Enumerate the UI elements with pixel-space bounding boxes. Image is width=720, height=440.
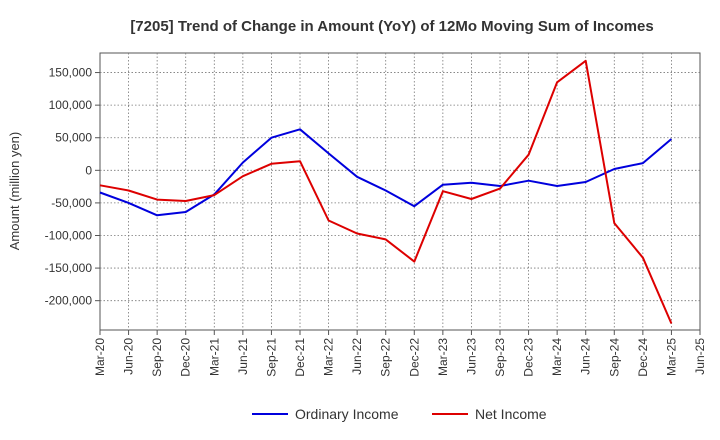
series-line [99,128,673,217]
y-axis-ticks: 150,000 100,000 50,000 0 -50,000 -100,000 -150… [45,66,100,308]
x-tick-label: Dec-24 [636,338,650,377]
y-tick-label: -200,000 [45,294,93,308]
x-tick-label: Sep-22 [379,338,393,377]
x-tick-label: Mar-20 [93,338,107,376]
x-tick-label: Mar-23 [436,338,450,376]
x-tick-label: Jun-23 [464,338,478,375]
x-axis-ticks: Mar-20 Jun-20 Sep-20 Dec-20 Mar-21 Jun-21 Sep-… [93,330,707,377]
legend-label: Net Income [475,406,547,422]
x-tick-label: Sep-21 [264,338,278,377]
x-tick-label: Sep-23 [493,338,507,377]
legend-label: Ordinary Income [295,406,399,422]
y-tick-label: 100,000 [49,98,93,112]
y-tick-label: 50,000 [55,131,92,145]
y-axis-label: Amount (million yen) [7,132,22,251]
y-tick-label: -150,000 [45,261,93,275]
chart-title: [7205] Trend of Change in Amount (YoY) o… [130,18,653,35]
x-tick-label: Sep-24 [607,338,621,377]
x-tick-label: Jun-21 [236,338,250,375]
y-tick-label: 0 [85,163,92,177]
plot-area [99,52,701,331]
x-tick-label: Jun-25 [693,338,707,375]
x-tick-label: Dec-22 [407,338,421,377]
y-tick-label: -100,000 [45,228,93,242]
series-line [99,59,673,324]
x-tick-label: Jun-24 [579,338,593,375]
x-tick-label: Mar-25 [664,338,678,376]
x-tick-label: Mar-21 [207,338,221,376]
x-tick-label: Dec-20 [179,338,193,377]
x-tick-label: Jun-22 [350,338,364,375]
series-lines [99,59,673,324]
x-tick-label: Dec-23 [522,338,536,377]
x-tick-label: Sep-20 [150,338,164,377]
x-tick-label: Jun-20 [122,338,136,375]
grid [100,53,700,330]
y-tick-label: 150,000 [49,66,93,80]
legend: Ordinary Income Net Income [252,406,547,422]
x-tick-label: Mar-24 [550,338,564,376]
y-tick-label: -50,000 [51,196,92,210]
x-tick-label: Mar-22 [322,338,336,376]
x-tick-label: Dec-21 [293,338,307,377]
